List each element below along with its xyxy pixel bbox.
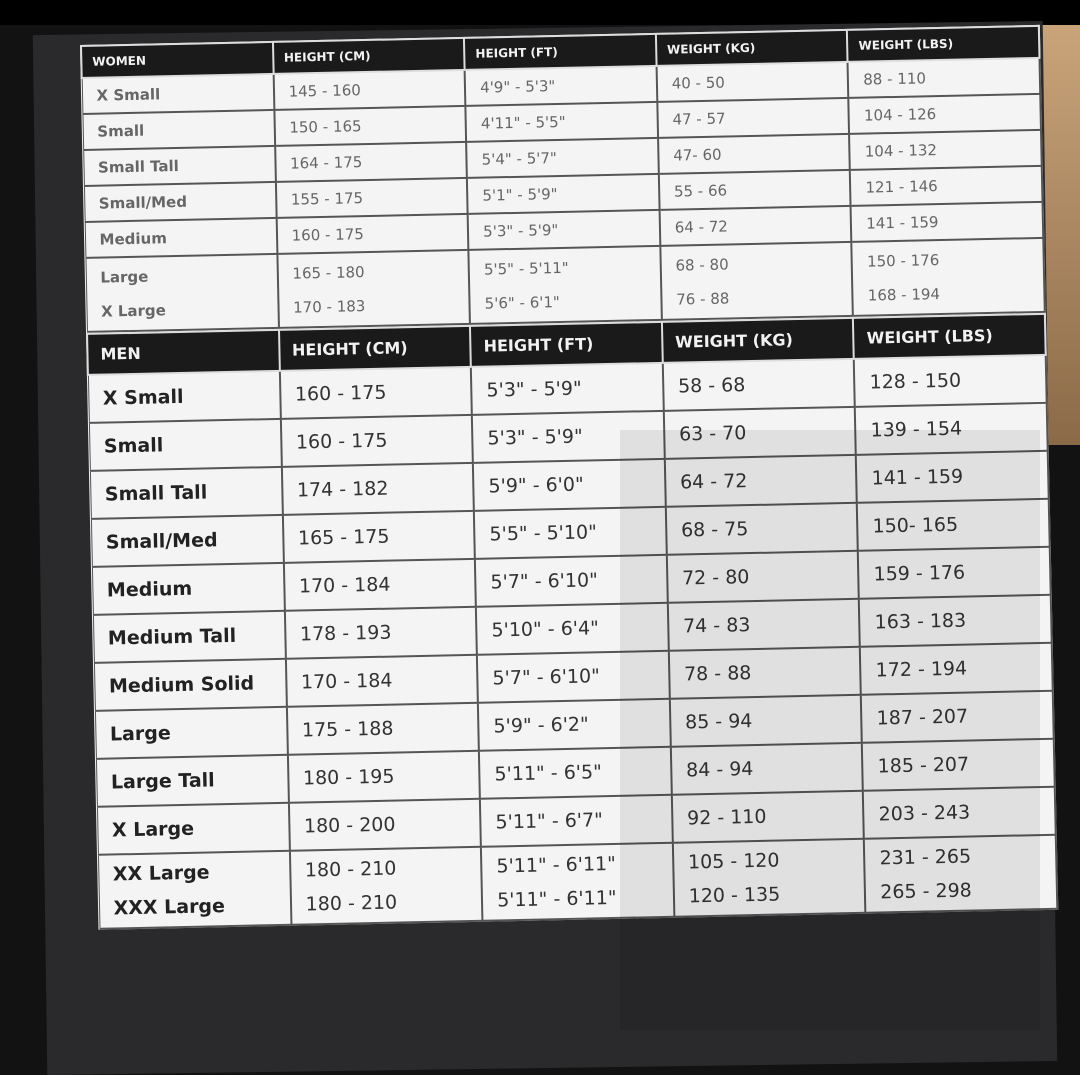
men-cell-size: Large Tall	[95, 754, 289, 807]
women-cell-lbs: 121 - 146	[850, 165, 1043, 206]
women-cell-kg: 68 - 80 76 - 88	[660, 241, 854, 320]
men-header-2: HEIGHT (FT)	[470, 321, 663, 367]
men-cell-ft: 5'10" - 6'4"	[476, 602, 669, 655]
women-cell-size: Small Tall	[83, 145, 276, 186]
men-cell-kg: 85 - 94	[669, 694, 863, 747]
men-cell-cm: 170 - 184	[285, 654, 479, 707]
men-cell-size: X Small	[87, 370, 281, 423]
women-cell-lbs: 150 - 176 168 - 194	[851, 237, 1045, 316]
men-cell-cm: 175 - 188	[286, 702, 480, 755]
men-cell-cm: 174 - 182	[281, 462, 475, 515]
women-cell-size: Medium	[84, 217, 278, 258]
women-cell-size: Small/Med	[83, 181, 277, 222]
men-cell-lbs: 172 - 194	[860, 642, 1053, 695]
men-cell-size: X Large	[96, 802, 290, 855]
women-header-0: WOMEN	[81, 41, 274, 78]
men-cell-kg: 105 - 120 120 - 135	[672, 838, 866, 917]
women-cell-cm: 165 - 180 170 - 183	[277, 249, 471, 328]
men-header-1: HEIGHT (CM)	[278, 325, 472, 371]
women-cell-kg: 47- 60	[657, 133, 851, 174]
women-cell-size: Large X Large	[85, 253, 279, 332]
men-cell-size: Small/Med	[90, 514, 284, 567]
men-cell-kg: 72 - 80	[666, 550, 860, 603]
men-cell-lbs: 231 - 265 265 - 298	[864, 834, 1058, 913]
men-cell-lbs: 150- 165	[857, 498, 1050, 551]
women-cell-lbs: 104 - 132	[849, 129, 1042, 170]
men-cell-ft: 5'11" - 6'7"	[480, 794, 673, 847]
men-cell-kg: 63 - 70	[663, 406, 857, 459]
women-cell-cm: 155 - 175	[275, 177, 468, 218]
women-cell-ft: 4'9" - 5'3"	[464, 65, 658, 106]
women-cell-ft: 5'1" - 5'9"	[467, 173, 660, 214]
women-cell-ft: 4'11" - 5'5"	[465, 101, 658, 142]
men-cell-cm: 180 - 200	[288, 798, 482, 851]
men-cell-size: Medium Solid	[93, 658, 287, 711]
men-cell-cm: 180 - 195	[287, 750, 481, 803]
women-cell-ft: 5'3" - 5'9"	[467, 209, 661, 250]
men-header-0: MEN	[87, 329, 280, 375]
women-header-4: WEIGHT (LBS)	[847, 25, 1040, 62]
men-cell-ft: 5'5" - 5'10"	[474, 506, 667, 559]
men-cell-lbs: 163 - 183	[859, 594, 1052, 647]
men-cell-lbs: 128 - 150	[854, 354, 1047, 407]
men-cell-kg: 68 - 75	[665, 502, 859, 555]
men-cell-cm: 180 - 210 180 - 210	[289, 846, 483, 925]
men-cell-kg: 84 - 94	[670, 742, 864, 795]
men-cell-size: Large	[94, 706, 288, 759]
men-cell-lbs: 141 - 159	[856, 450, 1049, 503]
men-cell-kg: 92 - 110	[671, 790, 865, 843]
women-cell-ft: 5'5" - 5'11" 5'6" - 6'1"	[468, 245, 662, 324]
women-size-table: WOMEN HEIGHT (CM) HEIGHT (FT) WEIGHT (KG) WE…	[80, 25, 1046, 333]
men-header-4: WEIGHT (LBS)	[853, 313, 1046, 359]
men-cell-kg: 64 - 72	[664, 454, 858, 507]
women-cell-lbs: 104 - 126	[848, 93, 1041, 134]
women-cell-kg: 55 - 66	[658, 169, 851, 210]
men-cell-lbs: 187 - 207	[861, 690, 1054, 743]
men-cell-kg: 58 - 68	[662, 358, 856, 411]
men-header-3: WEIGHT (KG)	[661, 317, 855, 363]
men-cell-lbs: 159 - 176	[858, 546, 1051, 599]
women-cell-cm: 150 - 165	[273, 105, 467, 146]
top-bar	[0, 0, 1080, 25]
women-cell-cm: 160 - 175	[276, 213, 469, 254]
men-cell-kg: 78 - 88	[668, 646, 862, 699]
women-header-2: HEIGHT (FT)	[464, 33, 657, 70]
men-cell-lbs: 139 - 154	[855, 402, 1048, 455]
men-cell-lbs: 185 - 207	[862, 738, 1055, 791]
men-cell-cm: 170 - 184	[283, 558, 477, 611]
men-cell-ft: 5'9" - 6'0"	[473, 458, 666, 511]
women-cell-ft: 5'4" - 5'7"	[466, 137, 659, 178]
men-cell-lbs: 203 - 243	[863, 786, 1056, 839]
women-header-3: WEIGHT (KG)	[655, 29, 848, 66]
men-cell-ft: 5'9" - 6'2"	[478, 698, 671, 751]
women-cell-kg: 64 - 72	[659, 205, 852, 246]
men-cell-ft: 5'3" - 5'9"	[471, 362, 664, 415]
women-cell-kg: 40 - 50	[656, 61, 849, 102]
women-cell-kg: 47 - 57	[657, 97, 850, 138]
women-cell-lbs: 141 - 159	[850, 201, 1044, 242]
women-cell-cm: 164 - 175	[274, 141, 468, 182]
men-cell-size: Small	[88, 418, 282, 471]
men-cell-kg: 74 - 83	[667, 598, 861, 651]
men-cell-ft: 5'7" - 6'10"	[475, 554, 668, 607]
men-cell-size: Medium Tall	[92, 610, 286, 663]
women-cell-size: X Small	[81, 73, 274, 114]
men-cell-cm: 165 - 175	[282, 510, 476, 563]
men-cell-cm: 160 - 175	[280, 414, 474, 467]
men-cell-ft: 5'3" - 5'9"	[472, 410, 665, 463]
women-cell-lbs: 88 - 110	[847, 57, 1041, 98]
men-cell-size: XX Large XXX Large	[97, 850, 292, 929]
men-cell-ft: 5'11" - 6'11" 5'11" - 6'11"	[481, 842, 675, 921]
men-cell-cm: 160 - 175	[279, 366, 473, 419]
women-cell-size: Small	[82, 109, 275, 150]
men-cell-size: Medium	[91, 562, 285, 615]
size-chart: WOMEN HEIGHT (CM) HEIGHT (FT) WEIGHT (KG) WE…	[80, 24, 1059, 930]
women-cell-cm: 145 - 160	[273, 69, 466, 110]
men-cell-size: Small Tall	[89, 466, 283, 519]
men-cell-cm: 178 - 193	[284, 606, 478, 659]
men-size-table: MEN HEIGHT (CM) HEIGHT (FT) WEIGHT (KG) WEIG…	[86, 313, 1058, 930]
women-header-1: HEIGHT (CM)	[272, 37, 465, 74]
men-cell-ft: 5'11" - 6'5"	[479, 746, 672, 799]
men-cell-ft: 5'7" - 6'10"	[477, 650, 670, 703]
